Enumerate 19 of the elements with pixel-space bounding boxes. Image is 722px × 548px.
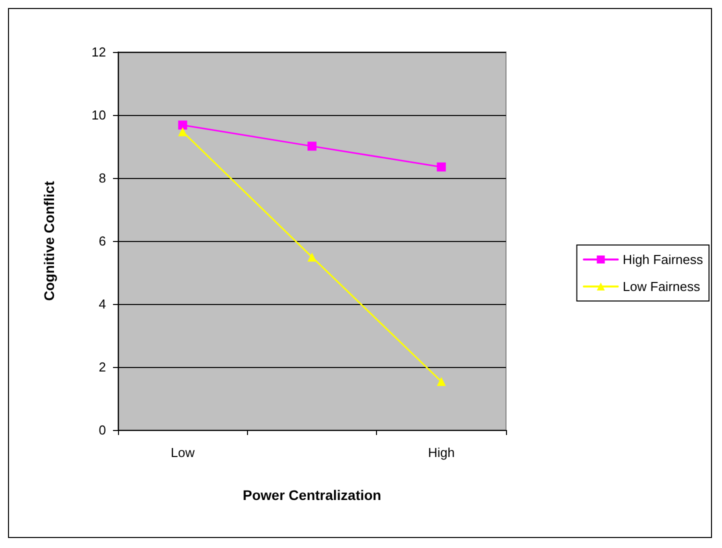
y-tick-label: 6: [98, 234, 106, 248]
point: [436, 162, 446, 172]
legend-label: High Fairness: [622, 252, 704, 267]
y-tick-label: 2: [98, 360, 106, 374]
y-tick-label: 4: [98, 296, 106, 312]
y-tick-label: 0: [98, 422, 106, 438]
y-tick-label: 8: [98, 170, 106, 186]
y-tick-label: 10: [92, 108, 106, 122]
x-tick-label: Low: [170, 445, 196, 460]
point: [308, 142, 316, 151]
legend-label: Low Fairness: [622, 279, 701, 294]
point: [178, 120, 188, 130]
point: [178, 127, 188, 136]
x-tick-label: High: [428, 445, 455, 460]
y-tick-label: 12: [92, 44, 106, 60]
x-axis-title: Power Centralization: [242, 487, 382, 503]
y-axis-title: Cognitive Conflict: [41, 180, 57, 301]
point: [308, 252, 316, 262]
point: [436, 376, 446, 386]
